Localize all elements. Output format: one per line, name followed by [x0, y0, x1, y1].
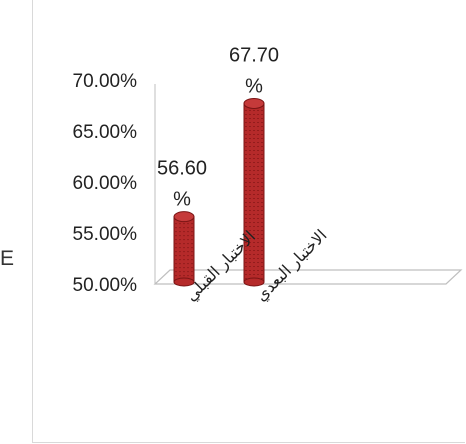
chart-frame — [32, 0, 465, 443]
bar — [173, 211, 195, 287]
category-label: الاختبار البعدي — [253, 227, 331, 305]
y-tick-label: 70.00% — [73, 71, 138, 92]
y-tick-labels: 50.00% 55.00% 60.00% 65.00% 70.00% — [73, 71, 138, 296]
plot-floor — [153, 269, 463, 285]
data-label: 67.70% — [229, 44, 279, 97]
y-tick-label: 50.00% — [73, 275, 138, 296]
y-tick-label: 55.00% — [73, 224, 138, 245]
data-labels: 56.60 % 67.70% — [157, 44, 279, 210]
data-label: 56.60% — [157, 158, 207, 211]
bar — [243, 97, 265, 287]
bars — [173, 97, 265, 287]
edge-text: E — [0, 247, 15, 270]
y-tick-label: 60.00% — [73, 173, 138, 194]
y-tick-label: 65.00% — [73, 122, 138, 143]
